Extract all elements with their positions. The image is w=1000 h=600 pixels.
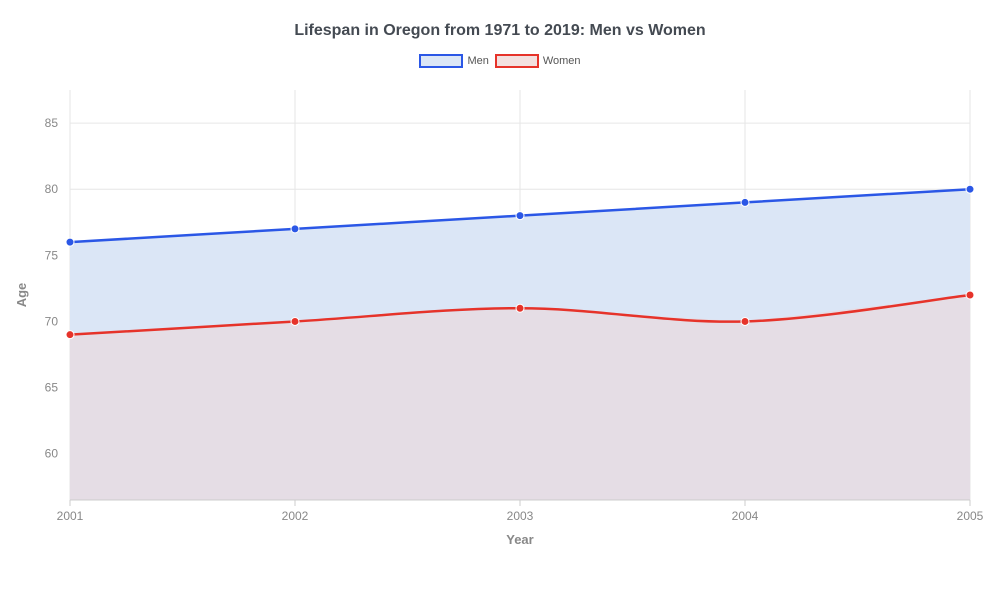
marker-women[interactable] <box>966 291 974 299</box>
marker-men[interactable] <box>291 225 299 233</box>
x-tick-label: 2001 <box>57 509 84 523</box>
x-tick-label: 2002 <box>282 509 309 523</box>
legend-swatch-women <box>495 54 539 68</box>
legend-label-women: Women <box>543 55 581 67</box>
legend: Men Women <box>0 54 1000 68</box>
chart-container: Lifespan in Oregon from 1971 to 2019: Me… <box>0 0 1000 600</box>
legend-item-men[interactable]: Men <box>419 54 488 68</box>
chart-title: Lifespan in Oregon from 1971 to 2019: Me… <box>0 0 1000 40</box>
x-tick-label: 2003 <box>507 509 534 523</box>
x-tick-label: 2004 <box>732 509 759 523</box>
y-tick-label: 80 <box>45 182 59 196</box>
marker-men[interactable] <box>516 212 524 220</box>
plot-area: 2001 2002 2003 2004 2005 60 65 70 75 80 85 Year Age <box>0 80 1000 550</box>
x-tick-label: 2005 <box>957 509 984 523</box>
marker-men[interactable] <box>66 238 74 246</box>
legend-label-men: Men <box>467 55 488 67</box>
marker-women[interactable] <box>516 304 524 312</box>
y-tick-label: 75 <box>45 248 59 262</box>
marker-men[interactable] <box>741 198 749 206</box>
legend-item-women[interactable]: Women <box>495 54 581 68</box>
y-tick-label: 65 <box>45 381 59 395</box>
marker-men[interactable] <box>966 185 974 193</box>
marker-women[interactable] <box>66 331 74 339</box>
legend-swatch-men <box>419 54 463 68</box>
y-tick-label: 70 <box>45 314 59 328</box>
marker-women[interactable] <box>741 317 749 325</box>
marker-women[interactable] <box>291 317 299 325</box>
y-tick-label: 85 <box>45 116 59 130</box>
x-axis-title: Year <box>506 532 533 547</box>
y-tick-label: 60 <box>45 447 59 461</box>
y-axis-title: Age <box>14 283 29 308</box>
plot-svg: 2001 2002 2003 2004 2005 60 65 70 75 80 85 Year Age <box>0 80 1000 550</box>
